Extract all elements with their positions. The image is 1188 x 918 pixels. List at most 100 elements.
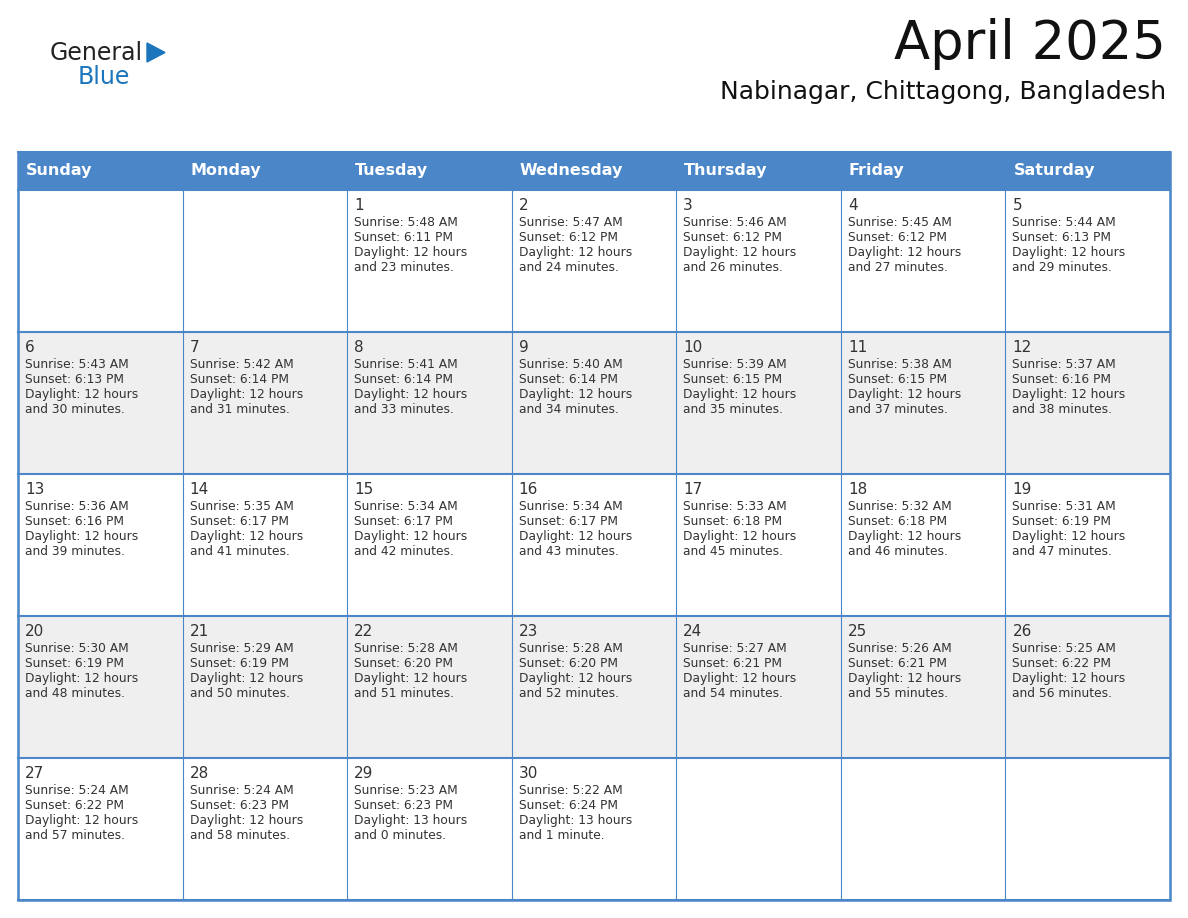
Text: and 37 minutes.: and 37 minutes.: [848, 403, 948, 416]
Text: Daylight: 13 hours: Daylight: 13 hours: [354, 814, 467, 827]
Text: Sunrise: 5:26 AM: Sunrise: 5:26 AM: [848, 642, 952, 655]
Text: Sunrise: 5:41 AM: Sunrise: 5:41 AM: [354, 358, 457, 371]
Text: Sunrise: 5:48 AM: Sunrise: 5:48 AM: [354, 216, 459, 229]
Bar: [841, 616, 1005, 758]
Text: Daylight: 12 hours: Daylight: 12 hours: [848, 672, 961, 685]
Bar: [347, 474, 512, 616]
Text: 25: 25: [848, 624, 867, 639]
Text: Daylight: 12 hours: Daylight: 12 hours: [1012, 388, 1126, 401]
Text: and 48 minutes.: and 48 minutes.: [25, 687, 125, 700]
Text: Daylight: 12 hours: Daylight: 12 hours: [848, 388, 961, 401]
Text: Daylight: 12 hours: Daylight: 12 hours: [519, 530, 632, 543]
Text: Sunset: 6:18 PM: Sunset: 6:18 PM: [848, 515, 947, 528]
Text: Sunset: 6:11 PM: Sunset: 6:11 PM: [354, 231, 453, 244]
Text: and 54 minutes.: and 54 minutes.: [683, 687, 783, 700]
Bar: [183, 332, 347, 474]
Text: Sunset: 6:13 PM: Sunset: 6:13 PM: [1012, 231, 1112, 244]
Text: and 52 minutes.: and 52 minutes.: [519, 687, 619, 700]
Bar: [1005, 190, 1170, 332]
Text: Daylight: 12 hours: Daylight: 12 hours: [519, 388, 632, 401]
Text: 4: 4: [848, 198, 858, 213]
Text: and 43 minutes.: and 43 minutes.: [519, 545, 619, 558]
Text: 14: 14: [190, 482, 209, 497]
Text: Sunset: 6:12 PM: Sunset: 6:12 PM: [519, 231, 618, 244]
Text: and 34 minutes.: and 34 minutes.: [519, 403, 619, 416]
Bar: [18, 190, 183, 332]
Bar: [18, 758, 183, 900]
Text: Sunset: 6:23 PM: Sunset: 6:23 PM: [190, 799, 289, 812]
Text: and 30 minutes.: and 30 minutes.: [25, 403, 125, 416]
Text: and 29 minutes.: and 29 minutes.: [1012, 261, 1112, 274]
Text: Sunrise: 5:36 AM: Sunrise: 5:36 AM: [25, 500, 128, 513]
Text: 29: 29: [354, 766, 373, 781]
Text: 21: 21: [190, 624, 209, 639]
Text: Daylight: 12 hours: Daylight: 12 hours: [190, 388, 303, 401]
Text: Tuesday: Tuesday: [355, 163, 428, 178]
Text: Saturday: Saturday: [1013, 163, 1095, 178]
Text: Sunset: 6:20 PM: Sunset: 6:20 PM: [354, 657, 453, 670]
Bar: [676, 332, 841, 474]
Text: Daylight: 12 hours: Daylight: 12 hours: [190, 672, 303, 685]
Bar: [841, 474, 1005, 616]
Text: Sunset: 6:19 PM: Sunset: 6:19 PM: [25, 657, 124, 670]
Bar: [512, 616, 676, 758]
Text: Sunset: 6:20 PM: Sunset: 6:20 PM: [519, 657, 618, 670]
Text: and 35 minutes.: and 35 minutes.: [683, 403, 783, 416]
Text: 13: 13: [25, 482, 44, 497]
Text: 10: 10: [683, 340, 702, 355]
Text: Sunrise: 5:33 AM: Sunrise: 5:33 AM: [683, 500, 786, 513]
Bar: [676, 474, 841, 616]
Text: Sunset: 6:19 PM: Sunset: 6:19 PM: [190, 657, 289, 670]
Text: Daylight: 12 hours: Daylight: 12 hours: [683, 388, 796, 401]
Text: Daylight: 13 hours: Daylight: 13 hours: [519, 814, 632, 827]
Polygon shape: [147, 43, 165, 62]
Text: Sunrise: 5:24 AM: Sunrise: 5:24 AM: [190, 784, 293, 797]
Text: 8: 8: [354, 340, 364, 355]
Text: April 2025: April 2025: [895, 18, 1165, 70]
Text: 20: 20: [25, 624, 44, 639]
Text: Sunrise: 5:40 AM: Sunrise: 5:40 AM: [519, 358, 623, 371]
Bar: [512, 152, 676, 190]
Bar: [183, 474, 347, 616]
Text: Sunrise: 5:34 AM: Sunrise: 5:34 AM: [354, 500, 457, 513]
Bar: [347, 758, 512, 900]
Bar: [347, 190, 512, 332]
Text: Sunrise: 5:32 AM: Sunrise: 5:32 AM: [848, 500, 952, 513]
Bar: [18, 152, 183, 190]
Text: Sunrise: 5:28 AM: Sunrise: 5:28 AM: [519, 642, 623, 655]
Text: Sunrise: 5:35 AM: Sunrise: 5:35 AM: [190, 500, 293, 513]
Text: and 23 minutes.: and 23 minutes.: [354, 261, 454, 274]
Text: Daylight: 12 hours: Daylight: 12 hours: [190, 814, 303, 827]
Bar: [841, 758, 1005, 900]
Text: Sunset: 6:14 PM: Sunset: 6:14 PM: [190, 373, 289, 386]
Text: Daylight: 12 hours: Daylight: 12 hours: [1012, 246, 1126, 259]
Text: Sunrise: 5:44 AM: Sunrise: 5:44 AM: [1012, 216, 1117, 229]
Text: and 27 minutes.: and 27 minutes.: [848, 261, 948, 274]
Text: Sunset: 6:12 PM: Sunset: 6:12 PM: [848, 231, 947, 244]
Text: Blue: Blue: [78, 65, 131, 89]
Text: Monday: Monday: [190, 163, 261, 178]
Text: Sunrise: 5:28 AM: Sunrise: 5:28 AM: [354, 642, 459, 655]
Text: and 50 minutes.: and 50 minutes.: [190, 687, 290, 700]
Bar: [18, 332, 183, 474]
Text: Sunrise: 5:24 AM: Sunrise: 5:24 AM: [25, 784, 128, 797]
Text: 28: 28: [190, 766, 209, 781]
Text: Sunday: Sunday: [26, 163, 93, 178]
Text: 11: 11: [848, 340, 867, 355]
Text: 1: 1: [354, 198, 364, 213]
Bar: [18, 152, 1170, 900]
Text: and 0 minutes.: and 0 minutes.: [354, 829, 447, 842]
Text: and 41 minutes.: and 41 minutes.: [190, 545, 290, 558]
Text: Sunset: 6:24 PM: Sunset: 6:24 PM: [519, 799, 618, 812]
Text: and 38 minutes.: and 38 minutes.: [1012, 403, 1112, 416]
Text: Sunrise: 5:30 AM: Sunrise: 5:30 AM: [25, 642, 128, 655]
Text: Sunset: 6:15 PM: Sunset: 6:15 PM: [683, 373, 783, 386]
Text: Wednesday: Wednesday: [519, 163, 623, 178]
Text: Daylight: 12 hours: Daylight: 12 hours: [519, 246, 632, 259]
Text: Daylight: 12 hours: Daylight: 12 hours: [683, 530, 796, 543]
Text: Daylight: 12 hours: Daylight: 12 hours: [354, 246, 467, 259]
Text: Daylight: 12 hours: Daylight: 12 hours: [683, 672, 796, 685]
Text: and 42 minutes.: and 42 minutes.: [354, 545, 454, 558]
Text: and 56 minutes.: and 56 minutes.: [1012, 687, 1112, 700]
Text: Daylight: 12 hours: Daylight: 12 hours: [25, 388, 138, 401]
